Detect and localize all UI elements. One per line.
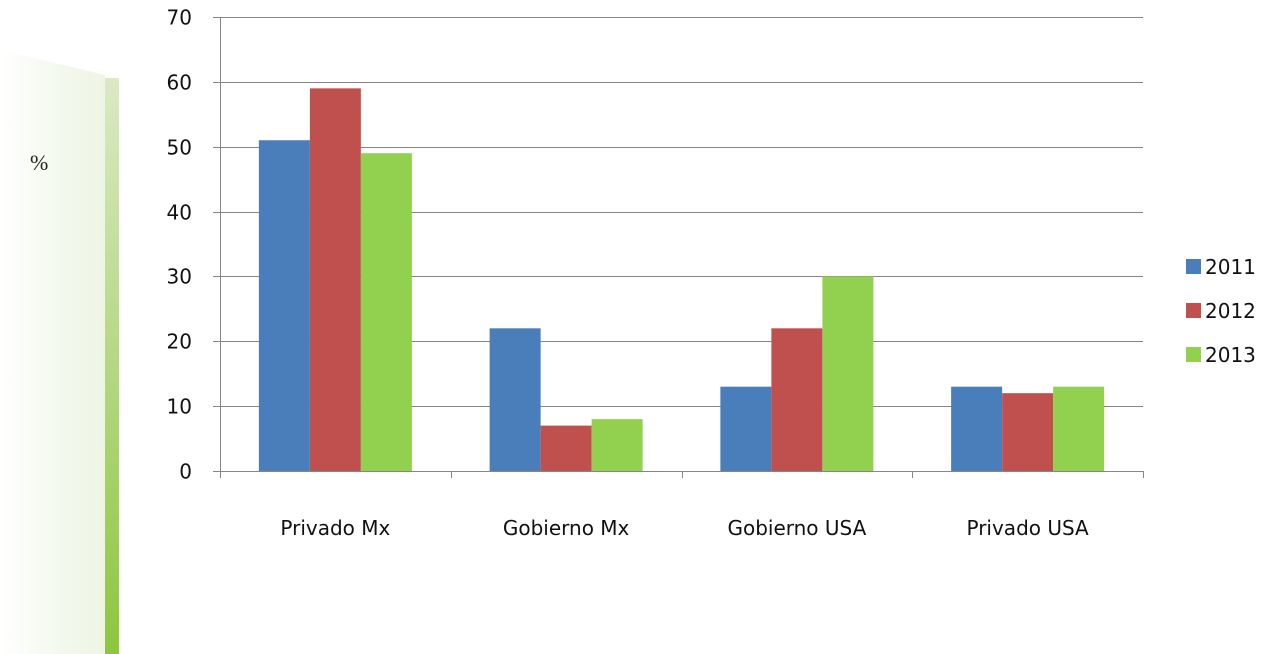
legend-swatch-2012: [1186, 303, 1201, 318]
bar-2011-privado-mx: [258, 140, 310, 471]
legend-label-2013: 2013: [1205, 343, 1256, 367]
bar-2011-gobierno-usa: [720, 386, 772, 471]
bar-2012-privado-usa: [1002, 393, 1054, 471]
x-category-label: Gobierno USA: [727, 516, 866, 540]
slide-background-panel: [0, 50, 105, 654]
legend-label-2012: 2012: [1205, 299, 1256, 323]
y-tick-label: 50: [167, 136, 192, 160]
legend-swatch-2011: [1186, 259, 1201, 274]
y-tick-label: 20: [167, 330, 192, 354]
x-category-label: Privado USA: [966, 516, 1089, 540]
unit-label: %: [30, 150, 49, 175]
bar-2013-gobierno-mx: [591, 419, 643, 471]
bar-2013-privado-usa: [1053, 386, 1105, 471]
bar-2013-gobierno-usa: [822, 276, 874, 471]
bar-2012-gobierno-usa: [771, 328, 823, 471]
y-tick-label: 70: [167, 6, 192, 30]
bar-2011-privado-usa: [951, 386, 1003, 471]
bar-2013-privado-mx: [360, 153, 412, 471]
y-tick-label: 10: [167, 395, 192, 419]
accent-bar: [105, 78, 119, 654]
x-category-label: Privado Mx: [280, 516, 390, 540]
legend-swatch-2013: [1186, 347, 1201, 362]
x-category-label: Gobierno Mx: [503, 516, 630, 540]
y-tick-label: 0: [179, 460, 192, 484]
bar-2011-gobierno-mx: [489, 328, 541, 471]
bar-2012-privado-mx: [309, 88, 361, 471]
legend-label-2011: 2011: [1205, 255, 1256, 279]
y-tick-label: 60: [167, 71, 192, 95]
y-tick-label: 30: [167, 265, 192, 289]
bar-2012-gobierno-mx: [540, 425, 592, 471]
y-tick-label: 40: [167, 201, 192, 225]
